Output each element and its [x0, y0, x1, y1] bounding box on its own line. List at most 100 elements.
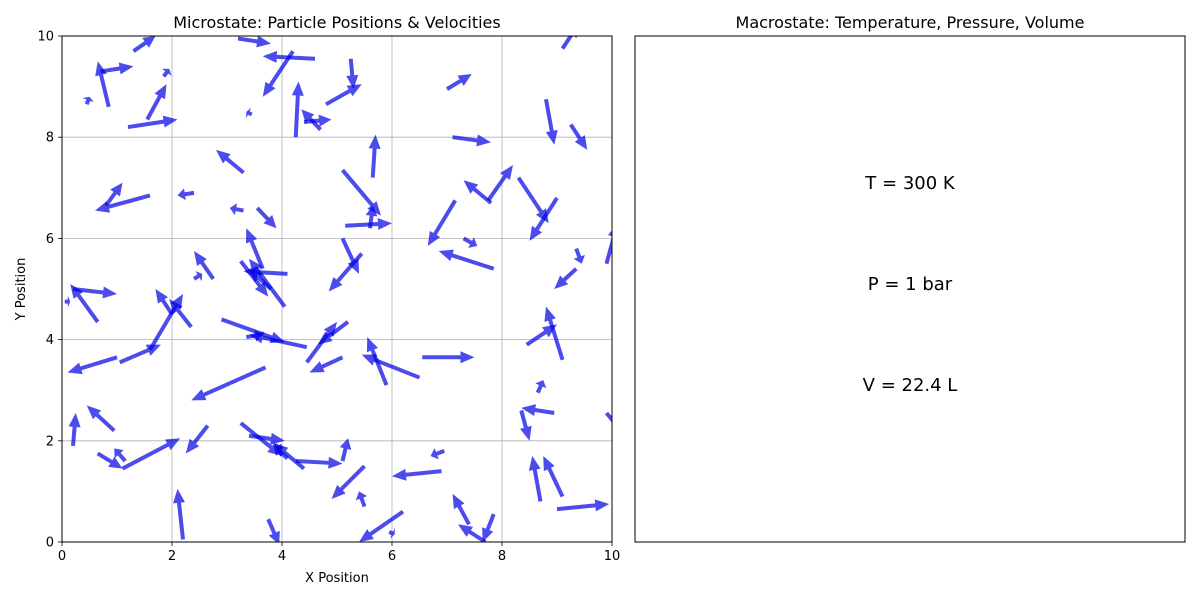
velocity-arrow	[359, 509, 405, 542]
velocity-arrow	[604, 411, 612, 429]
velocity-arrow	[482, 513, 496, 542]
velocity-arrow	[96, 451, 123, 469]
velocity-arrow	[127, 115, 178, 130]
x-tick-label: 8	[498, 549, 506, 564]
velocity-arrow	[70, 283, 100, 324]
velocity-arrow	[452, 493, 471, 526]
velocity-arrow	[458, 524, 487, 542]
velocity-arrow	[249, 331, 308, 350]
velocity-arrow	[64, 295, 71, 308]
velocity-arrow	[339, 438, 352, 462]
velocity-arrow	[291, 81, 304, 138]
macrostate-axes-frame	[634, 35, 1186, 543]
x-tick-label: 10	[604, 549, 621, 564]
velocity-arrow	[309, 355, 344, 373]
velocity-arrow	[554, 267, 578, 289]
velocity-arrow	[249, 258, 287, 308]
temperature-label: T = 300 K	[864, 173, 956, 194]
velocity-arrow	[145, 84, 167, 121]
velocity-arrow	[340, 237, 359, 274]
velocity-arrow	[438, 249, 495, 271]
microstate-axes-frame	[61, 35, 613, 543]
velocity-arrow	[543, 455, 565, 498]
velocity-arrow	[303, 114, 332, 127]
velocity-arrow	[72, 286, 117, 299]
velocity-arrow	[569, 123, 588, 150]
velocity-arrow	[229, 203, 244, 216]
velocity-arrow	[245, 228, 265, 270]
x-tick-label: 6	[388, 549, 396, 564]
x-tick-label: 2	[168, 549, 176, 564]
velocity-arrow	[95, 61, 111, 108]
velocity-arrow	[295, 456, 343, 469]
velocity-arrow	[262, 50, 295, 97]
velocity-arrow	[100, 62, 134, 75]
microstate-panel: Microstate: Particle Positions & Velocit…	[14, 13, 620, 586]
y-tick-label: 0	[46, 536, 54, 551]
velocity-arrow	[121, 438, 181, 471]
velocity-arrow	[95, 193, 151, 213]
y-tick-label: 4	[46, 333, 54, 348]
velocity-arrow	[82, 96, 94, 105]
velocity-arrow	[544, 306, 565, 361]
velocity-arrow	[220, 317, 285, 344]
velocity-arrow	[556, 499, 610, 512]
macrostate-panel: Macrostate: Temperature, Pressure, Volum…	[634, 13, 1186, 543]
velocity-arrow	[346, 58, 359, 90]
velocity-arrow	[248, 432, 285, 445]
velocity-arrow	[169, 299, 193, 329]
velocity-arrow	[366, 337, 389, 386]
velocity-arrow	[368, 134, 381, 178]
velocity-arrow	[516, 176, 549, 224]
velocity-arrow	[544, 98, 558, 145]
velocity-arrow	[427, 199, 457, 246]
velocity-arrow	[528, 455, 543, 502]
microstate-title: Microstate: Particle Positions & Velocit…	[173, 13, 500, 32]
velocity-arrow	[173, 488, 185, 540]
velocity-arrow	[246, 107, 253, 119]
velocity-arrow	[529, 196, 559, 241]
velocity-arrow	[430, 448, 445, 460]
y-tick-label: 10	[37, 30, 54, 45]
velocity-arrows	[64, 36, 612, 542]
velocity-arrow	[331, 464, 366, 499]
velocity-arrow	[67, 355, 118, 375]
velocity-arrow	[104, 182, 123, 207]
x-tick-label: 4	[278, 549, 286, 564]
velocity-arrow	[192, 270, 203, 282]
velocity-arrow	[392, 468, 442, 481]
velocity-arrow	[388, 527, 395, 539]
velocity-arrow	[462, 236, 478, 248]
velocity-arrow	[86, 405, 116, 433]
velocity-arrow	[155, 289, 174, 316]
velocity-arrow	[325, 84, 362, 107]
x-axis-label: X Position	[305, 571, 369, 586]
velocity-arrow	[237, 36, 271, 48]
velocity-arrow	[114, 448, 127, 463]
velocity-arrow	[560, 36, 577, 50]
velocity-arrow	[317, 320, 350, 345]
velocity-arrow	[355, 491, 368, 508]
velocity-arrow	[216, 149, 245, 175]
velocity-arrow	[604, 230, 612, 265]
velocity-arrow	[68, 412, 81, 447]
velocity-arrow	[452, 134, 491, 147]
velocity-arrow	[255, 206, 277, 229]
velocity-arrow	[525, 324, 557, 347]
velocity-arrow	[185, 424, 210, 454]
ticks: 0 2 4 6 8 10 0 2 4 6 8 10	[37, 30, 620, 565]
velocity-arrow	[273, 443, 306, 471]
macrostate-title: Macrostate: Temperature, Pressure, Volum…	[736, 13, 1085, 32]
y-tick-label: 6	[46, 232, 54, 247]
velocity-arrow	[463, 180, 493, 205]
velocity-arrow	[262, 50, 316, 63]
velocity-arrow	[422, 351, 475, 364]
velocity-arrow	[161, 68, 172, 78]
velocity-arrow	[535, 380, 547, 394]
velocity-arrow	[177, 188, 195, 201]
volume-label: V = 22.4 L	[863, 375, 958, 396]
velocity-arrow	[573, 247, 585, 264]
y-tick-label: 2	[46, 434, 54, 449]
velocity-arrow	[118, 344, 161, 365]
